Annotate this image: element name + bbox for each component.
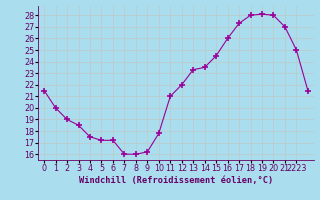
X-axis label: Windchill (Refroidissement éolien,°C): Windchill (Refroidissement éolien,°C) bbox=[79, 176, 273, 185]
